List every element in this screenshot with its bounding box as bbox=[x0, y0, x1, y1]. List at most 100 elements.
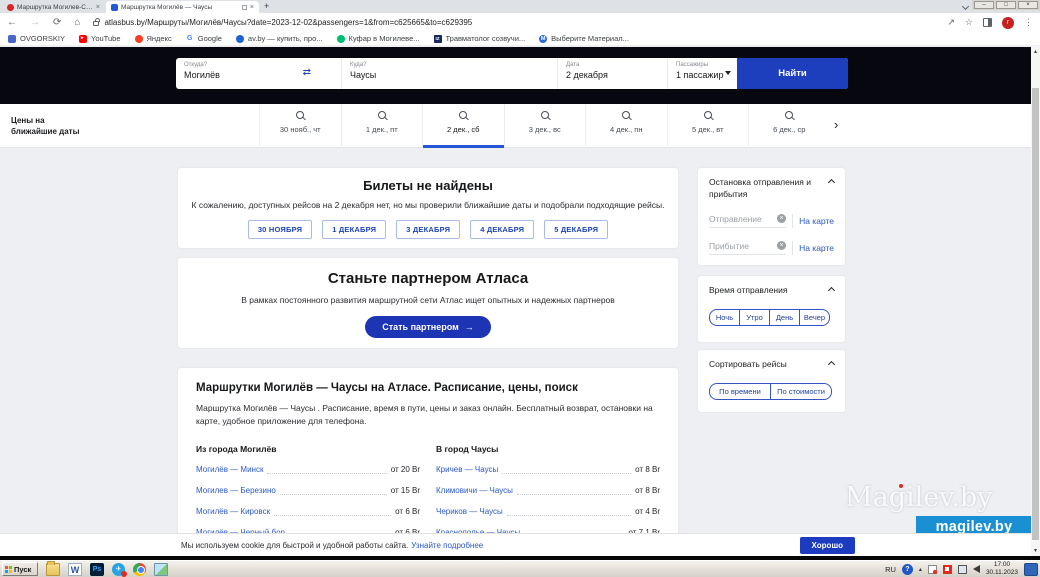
browser-tab-active[interactable]: Маршрутка Могилёв — Чаусы × bbox=[106, 1, 259, 13]
route-link[interactable]: Кричев — Чаусы bbox=[436, 465, 499, 475]
share-icon[interactable]: ↗ bbox=[947, 17, 955, 27]
word-icon[interactable]: W bbox=[68, 562, 82, 576]
route-link[interactable]: Краснополье — Чаусы bbox=[436, 528, 520, 537]
panel-header[interactable]: Время отправления bbox=[709, 285, 836, 297]
new-tab-button[interactable]: + bbox=[264, 1, 270, 11]
on-map-link[interactable]: На карте bbox=[799, 215, 834, 226]
chevron-up-icon[interactable] bbox=[827, 360, 836, 369]
url-text[interactable]: atlasbus.by/Маршруты/Могилёв/Чаусы?date=… bbox=[104, 18, 473, 27]
departure-stop-input[interactable]: Отправление × bbox=[709, 214, 787, 228]
suggested-date-button[interactable]: 3 ДЕКАБРЯ bbox=[396, 220, 461, 239]
language-indicator[interactable]: RU bbox=[885, 564, 896, 574]
help-icon[interactable]: ? bbox=[901, 563, 913, 575]
time-option-night[interactable]: Ночь bbox=[709, 308, 740, 326]
telegram-icon[interactable]: ✈ bbox=[112, 562, 127, 577]
route-link[interactable]: Могилёв — Минск bbox=[196, 465, 264, 475]
forward-icon[interactable]: → bbox=[30, 17, 40, 28]
page-scrollbar[interactable]: ▴ ▾ bbox=[1031, 46, 1040, 556]
scroll-up-icon[interactable]: ▴ bbox=[1033, 49, 1037, 55]
date-tab[interactable]: 5 дек., вт bbox=[666, 104, 749, 148]
show-desktop-button[interactable] bbox=[1024, 562, 1038, 576]
date-tab[interactable]: 4 дек., пн bbox=[585, 104, 667, 148]
passengers-field[interactable]: Пассажиры 1 пассажир bbox=[668, 58, 737, 89]
clear-icon[interactable]: × bbox=[777, 241, 787, 251]
date-tab[interactable]: 30 нояб., чт bbox=[259, 104, 341, 148]
scrollbar-thumb[interactable] bbox=[1032, 88, 1039, 540]
from-value[interactable]: Могилёв bbox=[184, 70, 220, 80]
route-link[interactable]: Чериков — Чаусы bbox=[436, 507, 503, 517]
route-link[interactable]: Климовичи — Чаусы bbox=[436, 486, 513, 496]
find-button[interactable]: Найти bbox=[737, 58, 848, 89]
next-dates-arrow[interactable]: › bbox=[834, 117, 839, 132]
tray-app-icon[interactable] bbox=[927, 564, 937, 574]
maximize-button[interactable]: □ bbox=[996, 1, 1016, 9]
route-link[interactable]: Могилёв — Черный бор bbox=[196, 528, 285, 537]
passengers-value[interactable]: 1 пассажир bbox=[676, 70, 724, 80]
chevron-up-icon[interactable] bbox=[827, 178, 836, 187]
minimize-button[interactable]: – bbox=[974, 1, 994, 9]
to-value[interactable]: Чаусы bbox=[350, 70, 377, 80]
bookmark-item[interactable]: Яндекс bbox=[134, 34, 172, 43]
bookmark-item[interactable]: G Google bbox=[185, 34, 222, 43]
suggested-date-button[interactable]: 30 НОЯБРЯ bbox=[247, 220, 313, 239]
photoshop-icon[interactable]: Ps bbox=[90, 562, 104, 576]
browser-tab-inactive[interactable]: Маршрутка Могилев-Славгород — × bbox=[2, 1, 105, 13]
arrival-stop-input[interactable]: Прибытие × bbox=[709, 241, 787, 255]
suggested-date-button[interactable]: 4 ДЕКАБРЯ bbox=[470, 220, 535, 239]
start-button[interactable]: Пуск bbox=[2, 562, 38, 576]
bookmark-item[interactable]: M Выберите Материал... bbox=[539, 34, 629, 43]
side-panel-icon[interactable] bbox=[983, 18, 992, 27]
date-tab[interactable]: 6 дек., ср bbox=[748, 104, 830, 148]
scroll-down-icon[interactable]: ▾ bbox=[1033, 548, 1037, 554]
bookmark-item[interactable]: av.by — купить, про... bbox=[235, 34, 323, 43]
panel-header[interactable]: Остановка отправления и прибытия bbox=[709, 177, 836, 201]
route-link[interactable]: Могилёв — Кировск bbox=[196, 507, 271, 517]
tab-search-chevron-icon[interactable] bbox=[961, 2, 970, 11]
sort-by-time-button[interactable]: По времени bbox=[709, 382, 771, 400]
swap-directions-icon[interactable]: ⇄ bbox=[302, 67, 311, 78]
suggested-date-button[interactable]: 1 ДЕКАБРЯ bbox=[322, 220, 387, 239]
taskbar-clock[interactable]: 17:00 30.11.2023 bbox=[986, 561, 1018, 577]
back-icon[interactable]: ← bbox=[7, 17, 17, 28]
explorer-icon[interactable] bbox=[46, 560, 60, 576]
bookmark-item[interactable]: OVGORSKIY bbox=[8, 34, 65, 43]
bookmark-star-icon[interactable]: ☆ bbox=[964, 17, 973, 27]
suggested-date-button[interactable]: 5 ДЕКАБРЯ bbox=[544, 220, 609, 239]
date-field[interactable]: Дата 2 декабря bbox=[558, 58, 668, 89]
chrome-icon[interactable] bbox=[133, 562, 146, 576]
bookmark-item[interactable]: Куфар в Могилеве... bbox=[336, 34, 420, 43]
date-tab[interactable]: 1 дек., пт bbox=[340, 104, 423, 148]
become-partner-button[interactable]: Стать партнером → bbox=[365, 316, 491, 338]
cookie-accept-button[interactable]: Хорошо bbox=[799, 536, 855, 554]
tab-close-icon[interactable]: × bbox=[95, 3, 100, 11]
chevron-up-icon[interactable] bbox=[827, 286, 836, 295]
url-box[interactable]: atlasbus.by/Маршруты/Могилёв/Чаусы?date=… bbox=[93, 18, 939, 27]
route-link[interactable]: Могилев — Березино bbox=[196, 486, 276, 496]
date-tab[interactable]: 3 дек., вс bbox=[503, 104, 586, 148]
profile-avatar[interactable]: г bbox=[1002, 16, 1014, 29]
tray-volume-icon[interactable] bbox=[972, 565, 980, 573]
date-tab-active[interactable]: 2 дек., сб bbox=[422, 104, 504, 148]
sort-by-price-button[interactable]: По стоимости bbox=[770, 382, 832, 400]
clear-icon[interactable]: × bbox=[777, 214, 787, 224]
panel-header[interactable]: Сортировать рейсы bbox=[709, 359, 836, 371]
bookmark-item[interactable]: YouTube bbox=[79, 34, 121, 43]
time-option-day[interactable]: День bbox=[769, 308, 800, 326]
browser-menu-icon[interactable]: ⋮ bbox=[1024, 17, 1033, 27]
bookmark-item[interactable]: IZ Травматолог созвучи... bbox=[433, 34, 525, 43]
from-field[interactable]: Откуда? Могилёв ⇄ bbox=[176, 58, 342, 89]
tab-close-icon[interactable]: × bbox=[249, 3, 254, 11]
reload-icon[interactable]: ⟳ bbox=[53, 17, 62, 28]
tray-network-icon[interactable] bbox=[957, 564, 967, 574]
chevron-down-icon[interactable] bbox=[725, 71, 731, 75]
home-icon[interactable]: ⌂ bbox=[74, 17, 81, 28]
close-button[interactable]: × bbox=[1018, 1, 1038, 9]
date-value[interactable]: 2 декабря bbox=[566, 70, 608, 80]
tray-expand-icon[interactable]: ▴ bbox=[918, 566, 922, 573]
time-option-morning[interactable]: Утро bbox=[739, 308, 770, 326]
on-map-link[interactable]: На карте bbox=[799, 242, 834, 253]
time-option-evening[interactable]: Вечер bbox=[799, 308, 830, 326]
tray-recorder-icon[interactable] bbox=[942, 564, 952, 574]
cookie-learn-more-link[interactable]: Узнайте подробнее bbox=[411, 540, 484, 550]
to-field[interactable]: Куда? Чаусы bbox=[342, 58, 558, 89]
